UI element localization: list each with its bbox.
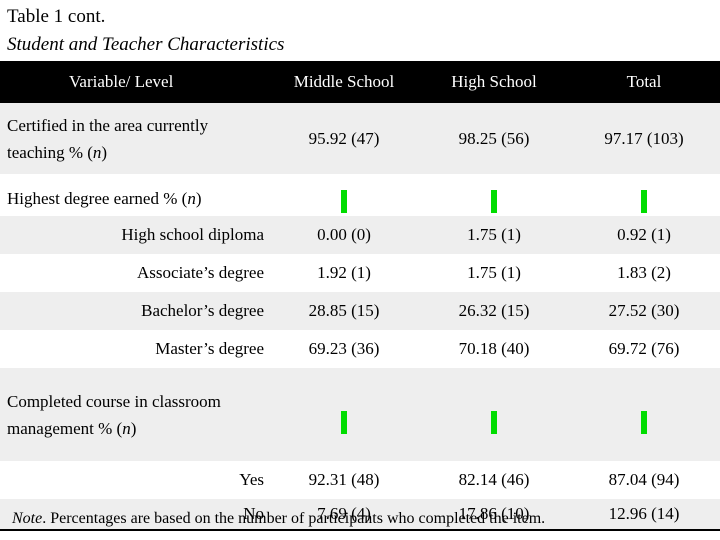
certified-total: 97.17 (103) <box>568 103 720 174</box>
value-high: 1.75 (1) <box>420 216 568 254</box>
table-row-degree: Highest degree earned % (n) <box>0 174 720 216</box>
table-row-certified: Certified in the area currently teaching… <box>0 103 720 174</box>
green-marker-icon <box>491 411 497 434</box>
certified-label: Certified in the area currently teaching… <box>0 103 268 174</box>
certified-high: 98.25 (56) <box>420 103 568 174</box>
table-row: No 7.69 (4) 17.86 (10) 12.96 (14) <box>0 499 720 531</box>
header-variable-level: Variable/ Level <box>0 61 268 103</box>
green-marker-icon <box>341 411 347 434</box>
value-middle: 1.92 (1) <box>317 263 371 282</box>
green-marker-icon <box>641 411 647 434</box>
table-subtitle: Student and Teacher Characteristics <box>7 34 285 55</box>
header-middle-school: Middle School <box>268 61 420 103</box>
value-middle: 69.23 (36) <box>308 339 380 358</box>
table-row: Bachelor’s degree 28.85 (15) 26.32 (15) … <box>0 292 720 330</box>
value-high: 70.18 (40) <box>458 339 530 358</box>
level-label: No <box>0 499 268 531</box>
value-middle: 7.69 (4) <box>268 499 420 531</box>
degree-label: Highest degree earned % (n) <box>7 189 202 208</box>
level-label: Master’s degree <box>155 339 264 358</box>
header-row: Variable/ Level Middle School High Schoo… <box>0 61 720 103</box>
table-row: Associate’s degree 1.92 (1) 1.75 (1) 1.8… <box>0 254 720 292</box>
value-total: 87.04 (94) <box>608 470 680 489</box>
level-label: Yes <box>239 470 264 489</box>
value-total: 27.52 (30) <box>568 292 720 330</box>
value-middle: 92.31 (48) <box>308 470 380 489</box>
level-label: High school diploma <box>0 216 268 254</box>
value-high: 26.32 (15) <box>420 292 568 330</box>
value-total: 1.83 (2) <box>617 263 671 282</box>
green-marker-icon <box>641 190 647 213</box>
value-total: 0.92 (1) <box>568 216 720 254</box>
value-middle: 0.00 (0) <box>268 216 420 254</box>
header-high-school: High School <box>420 61 568 103</box>
table-note: Note. Percentages are based on the numbe… <box>12 510 546 527</box>
level-label: Associate’s degree <box>137 263 264 282</box>
certified-middle: 95.92 (47) <box>268 103 420 174</box>
green-marker-icon <box>341 190 347 213</box>
table-row: Master’s degree 69.23 (36) 70.18 (40) 69… <box>0 330 720 368</box>
table-title: Table 1 cont. <box>7 6 106 27</box>
table-row: Yes 92.31 (48) 82.14 (46) 87.04 (94) <box>0 461 720 499</box>
value-total: 12.96 (14) <box>568 499 720 531</box>
course-label: Completed course in classroom management… <box>0 368 268 461</box>
header-total: Total <box>568 61 720 103</box>
table-row: High school diploma 0.00 (0) 1.75 (1) 0.… <box>0 216 720 254</box>
table-row-course: Completed course in classroom management… <box>0 368 720 461</box>
green-marker-icon <box>491 190 497 213</box>
level-label: Bachelor’s degree <box>0 292 268 330</box>
value-high: 1.75 (1) <box>467 263 521 282</box>
characteristics-table: Variable/ Level Middle School High Schoo… <box>0 61 720 531</box>
value-middle: 28.85 (15) <box>268 292 420 330</box>
value-high: 82.14 (46) <box>458 470 530 489</box>
value-total: 69.72 (76) <box>608 339 680 358</box>
value-high: 17.86 (10) <box>420 499 568 531</box>
